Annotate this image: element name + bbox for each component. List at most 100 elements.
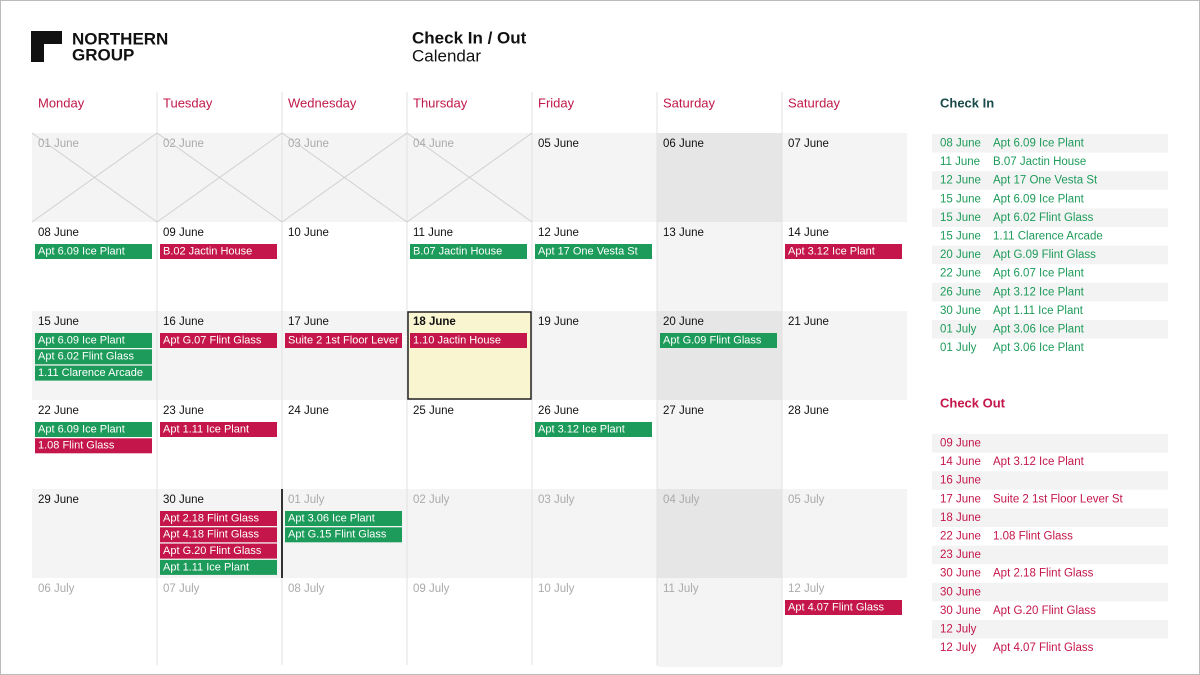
event-bar[interactable] [160,527,277,543]
brand-line: NORTHERN [72,29,168,48]
day-cell [407,578,532,667]
list-date: 12 July [940,624,977,636]
list-date: 09 June [940,438,981,450]
event-bar[interactable] [160,543,277,559]
event-label: Apt 6.09 Ice Plant [38,423,125,435]
day-cell [782,311,907,400]
day-date: 30 June [163,494,204,506]
list-date: 23 June [940,549,981,561]
list-date: 20 June [940,249,981,261]
cross-line [156,132,283,223]
day-date: 19 June [538,316,579,328]
day-cell [657,311,782,400]
list-row [932,434,1168,453]
day-cell [407,489,532,578]
panel-title: Check Out [940,395,1006,410]
day-date: 08 June [38,227,79,239]
day-cell [157,400,282,489]
today-cell [407,311,532,400]
event-bar[interactable] [160,333,277,348]
event-bar[interactable] [160,559,277,575]
day-date: 18 June [413,316,456,328]
list-date: 15 June [940,212,981,224]
event-bar[interactable] [160,244,277,259]
list-row [932,508,1168,527]
event-bar[interactable] [660,333,777,348]
weekday-header: Wednesday [288,95,357,110]
event-label: Suite 2 1st Floor Lever St [288,334,412,346]
day-cell [407,222,532,311]
event-label: Apt 4.18 Flint Glass [163,529,259,541]
event-label: Apt 2.18 Flint Glass [163,512,259,524]
event-label: Apt 3.12 Ice Plant [788,245,875,257]
list-date: 18 June [940,512,981,524]
event-label: Apt 6.02 Flint Glass [38,351,134,363]
list-date: 30 June [940,586,981,598]
list-date: 16 June [940,475,981,487]
day-date: 22 June [38,405,79,417]
event-bar[interactable] [285,333,402,348]
event-label: B.02 Jactin House [163,245,252,257]
event-bar[interactable] [285,511,402,526]
day-cell [657,222,782,311]
list-date: 30 June [940,305,981,317]
cross-line [31,132,158,223]
event-bar[interactable] [285,527,402,543]
list-place: Apt 2.18 Flint Glass [993,568,1094,580]
event-bar[interactable] [35,438,152,454]
day-cell [157,222,282,311]
day-cell [157,578,282,667]
day-cell [282,400,407,489]
day-date: 02 July [413,494,450,506]
list-place: Apt 3.12 Ice Plant [993,286,1085,298]
day-date: 11 July [663,583,699,595]
weekday-header: Saturday [788,95,841,110]
list-place: 1.08 Flint Glass [993,531,1073,543]
weekday-header: Thursday [413,95,468,110]
event-bar[interactable] [160,511,277,526]
event-label: Apt 1.11 Ice Plant [163,561,249,573]
event-bar[interactable] [410,333,527,348]
list-row [932,320,1168,339]
list-date: 15 June [940,193,981,205]
event-bar[interactable] [535,422,652,437]
event-bar[interactable] [160,422,277,437]
day-date: 23 June [163,405,204,417]
event-label: Apt 3.12 Ice Plant [538,423,625,435]
day-date: 09 July [413,583,450,595]
day-date: 27 June [663,405,704,417]
day-cell [532,222,657,311]
day-date: 05 July [788,494,825,506]
event-bar[interactable] [35,244,152,259]
day-cell [532,489,657,578]
day-cell [282,311,407,400]
event-bar[interactable] [410,244,527,259]
day-date: 10 June [288,227,329,239]
event-bar[interactable] [35,422,152,437]
day-date: 16 June [163,316,204,328]
day-date: 07 July [163,583,200,595]
event-label: 1.08 Flint Glass [38,440,115,452]
event-bar[interactable] [535,244,652,259]
list-row [932,545,1168,565]
day-date: 04 June [413,138,454,150]
weekday-header: Friday [538,95,575,110]
day-date: 02 June [163,138,204,150]
list-date: 01 July [940,324,977,336]
event-bar[interactable] [785,600,902,615]
day-date: 11 June [413,227,453,239]
event-label: Apt G.07 Flint Glass [163,334,262,346]
event-label: Apt G.20 Flint Glass [163,545,262,557]
event-label: Apt 17 One Vesta St [538,245,638,257]
weekday-header: Saturday [663,95,716,110]
list-place: B.07 Jactin House [993,156,1086,168]
event-bar[interactable] [35,333,152,348]
logo-mark [31,31,62,62]
event-bar[interactable] [35,349,152,365]
event-bar[interactable] [785,244,902,259]
event-bar[interactable] [35,365,152,381]
day-date: 21 June [788,316,829,328]
day-date: 07 June [788,138,829,150]
event-label: Apt 6.09 Ice Plant [38,334,125,346]
